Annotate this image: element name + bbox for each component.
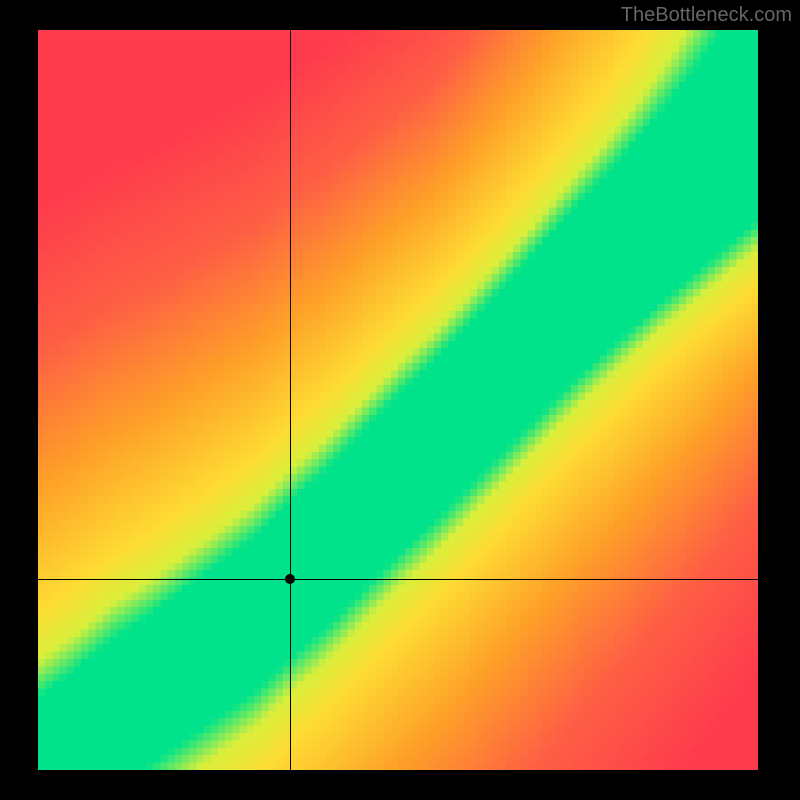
crosshair-horizontal bbox=[38, 579, 758, 580]
watermark-text: TheBottleneck.com bbox=[621, 4, 792, 27]
crosshair-marker bbox=[285, 574, 295, 584]
heatmap-canvas bbox=[38, 30, 758, 770]
plot-frame bbox=[38, 30, 758, 770]
crosshair-vertical bbox=[290, 30, 291, 770]
chart-container: TheBottleneck.com bbox=[0, 0, 800, 800]
